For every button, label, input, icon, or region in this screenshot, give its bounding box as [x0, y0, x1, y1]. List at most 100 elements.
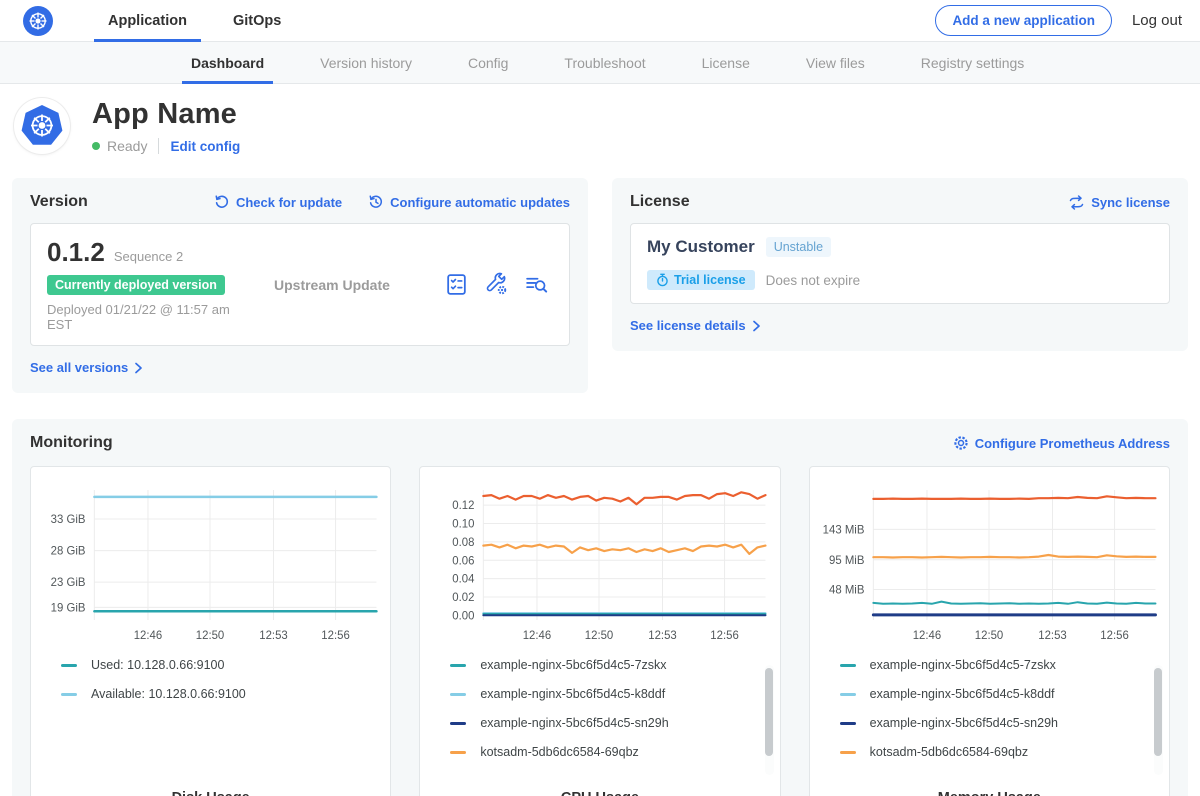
monitoring-panel: Monitoring Configure Prometheus Address …: [12, 419, 1188, 796]
cpu-usage-legend: example-nginx-5bc6f5d4c5-7zskx example-ng…: [450, 658, 779, 776]
legend-item: example-nginx-5bc6f5d4c5-sn29h: [840, 716, 1169, 730]
svg-text:12:46: 12:46: [523, 630, 551, 642]
legend-item: example-nginx-5bc6f5d4c5-7zskx: [840, 658, 1169, 672]
status-text: Ready: [107, 138, 147, 154]
cpu-usage-chart-card: 0.000.020.040.060.080.100.1212:4612:5012…: [419, 466, 780, 796]
monitoring-title: Monitoring: [30, 434, 113, 452]
subnav-tab-license[interactable]: License: [693, 42, 759, 83]
disk-usage-legend: Used: 10.128.0.66:9100 Available: 10.128.…: [61, 658, 390, 776]
svg-text:12:56: 12:56: [1100, 630, 1128, 642]
memory-usage-chart-card: 48 MiB95 MiB143 MiB12:4612:5012:5312:56 …: [809, 466, 1170, 796]
sync-license-link[interactable]: Sync license: [1068, 195, 1170, 210]
svg-text:12:50: 12:50: [196, 630, 224, 642]
svg-text:12:56: 12:56: [711, 630, 739, 642]
version-source: Upstream Update: [274, 277, 444, 293]
disk-usage-chart-card: 19 GiB 23 GiB 28 GiB 33 GiB 12:46 12:50 12:53 1…: [30, 466, 391, 796]
svg-text:12:50: 12:50: [585, 630, 613, 642]
cpu-usage-chart: 0.000.020.040.060.080.100.1212:4612:5012…: [420, 480, 779, 650]
chevron-right-icon: [134, 362, 143, 374]
subnav-tab-dashboard[interactable]: Dashboard: [182, 42, 273, 83]
version-card-title: Version: [30, 193, 88, 211]
see-all-versions-link[interactable]: See all versions: [30, 360, 143, 375]
tab-application[interactable]: Application: [94, 0, 201, 41]
svg-text:48 MiB: 48 MiB: [829, 585, 865, 597]
svg-text:28 GiB: 28 GiB: [51, 546, 86, 558]
svg-text:19 GiB: 19 GiB: [51, 602, 86, 614]
channel-badge: Unstable: [766, 237, 831, 257]
legend-item: kotsadm-5db6dc6584-69qbz: [450, 745, 779, 759]
svg-text:12:56: 12:56: [321, 630, 349, 642]
divider: [158, 138, 159, 154]
legend-item: example-nginx-5bc6f5d4c5-sn29h: [450, 716, 779, 730]
subnav-tab-version-history[interactable]: Version history: [311, 42, 421, 83]
trial-license-badge: Trial license: [647, 270, 755, 290]
legend-scrollbar[interactable]: [1154, 665, 1163, 775]
svg-text:0.10: 0.10: [453, 518, 475, 530]
current-version-box: 0.1.2 Sequence 2 Currently deployed vers…: [30, 223, 570, 346]
svg-text:0.02: 0.02: [453, 592, 475, 604]
memory-usage-chart: 48 MiB95 MiB143 MiB12:4612:5012:5312:56: [810, 480, 1169, 650]
legend-item: kotsadm-5db6dc6584-69qbz: [840, 745, 1169, 759]
subnav-tab-registry-settings[interactable]: Registry settings: [912, 42, 1033, 83]
scrollbar-thumb[interactable]: [1154, 668, 1162, 756]
top-nav: Application GitOps Add a new application…: [0, 0, 1200, 42]
edit-config-link[interactable]: Edit config: [170, 139, 240, 154]
subnav-tab-troubleshoot[interactable]: Troubleshoot: [555, 42, 654, 83]
version-card: Version Check for update: [12, 178, 588, 393]
version-sequence: Sequence 2: [114, 249, 183, 264]
legend-item: Available: 10.128.0.66:9100: [61, 687, 390, 701]
deployed-badge: Currently deployed version: [47, 275, 225, 295]
deploy-logs-icon[interactable]: [524, 272, 549, 297]
svg-text:12:46: 12:46: [134, 630, 162, 642]
chevron-right-icon: [752, 320, 761, 332]
tab-gitops[interactable]: GitOps: [219, 0, 295, 41]
svg-text:0.04: 0.04: [453, 574, 476, 586]
subnav-tab-config[interactable]: Config: [459, 42, 517, 83]
version-number: 0.1.2: [47, 237, 105, 268]
svg-text:0.06: 0.06: [453, 555, 475, 567]
stopwatch-icon: [656, 273, 669, 287]
legend-item: example-nginx-5bc6f5d4c5-7zskx: [450, 658, 779, 672]
status-dot: [92, 142, 100, 150]
license-card: License Sync license My Customer Unstabl…: [612, 178, 1188, 351]
svg-text:12:53: 12:53: [259, 630, 287, 642]
svg-text:12:46: 12:46: [912, 630, 940, 642]
logout-button[interactable]: Log out: [1132, 12, 1182, 29]
page-title: App Name: [92, 98, 240, 131]
check-for-update-link[interactable]: Check for update: [214, 194, 342, 210]
chart-title: Disk Usage: [31, 790, 390, 796]
scrollbar-thumb[interactable]: [765, 668, 773, 756]
sub-nav: Dashboard Version history Config Trouble…: [0, 42, 1200, 84]
svg-text:0.12: 0.12: [453, 500, 475, 512]
app-logo-icon: [14, 98, 70, 154]
svg-text:143 MiB: 143 MiB: [822, 524, 864, 536]
topnav-tabs: Application GitOps: [94, 0, 313, 41]
sync-arrows-icon: [1068, 195, 1085, 210]
license-card-title: License: [630, 193, 690, 211]
configure-prometheus-link[interactable]: Configure Prometheus Address: [953, 435, 1170, 451]
subnav-tab-view-files[interactable]: View files: [797, 42, 874, 83]
config-wrench-gear-icon[interactable]: [484, 272, 509, 297]
legend-item: example-nginx-5bc6f5d4c5-k8ddf: [840, 687, 1169, 701]
license-details-box: My Customer Unstable Trial license Does …: [630, 223, 1170, 304]
chart-title: CPU Usage: [420, 790, 779, 796]
legend-scrollbar[interactable]: [765, 665, 774, 775]
license-expiry: Does not expire: [766, 273, 861, 288]
svg-text:12:53: 12:53: [1038, 630, 1066, 642]
svg-text:0.00: 0.00: [453, 610, 475, 622]
svg-text:33 GiB: 33 GiB: [51, 514, 86, 526]
clock-refresh-icon: [368, 194, 384, 210]
refresh-icon: [214, 194, 230, 210]
preflight-checklist-icon[interactable]: [444, 272, 469, 297]
svg-text:12:53: 12:53: [649, 630, 677, 642]
legend-item: Used: 10.128.0.66:9100: [61, 658, 390, 672]
svg-text:23 GiB: 23 GiB: [51, 577, 86, 589]
deployed-timestamp: Deployed 01/21/22 @ 11:57 am EST: [47, 302, 252, 332]
customer-name: My Customer: [647, 237, 755, 257]
add-application-button[interactable]: Add a new application: [935, 5, 1112, 36]
chart-title: Memory Usage: [810, 790, 1169, 796]
see-license-details-link[interactable]: See license details: [630, 318, 761, 333]
svg-text:12:50: 12:50: [974, 630, 1002, 642]
configure-automatic-updates-link[interactable]: Configure automatic updates: [368, 194, 570, 210]
memory-usage-legend: example-nginx-5bc6f5d4c5-7zskx example-ng…: [840, 658, 1169, 776]
